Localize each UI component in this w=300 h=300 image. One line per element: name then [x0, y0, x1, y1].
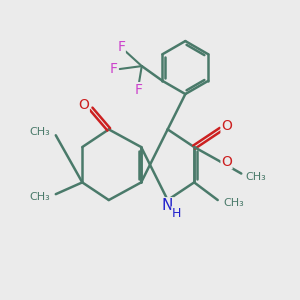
Text: O: O: [221, 155, 232, 169]
Text: CH₃: CH₃: [246, 172, 266, 182]
Text: CH₃: CH₃: [224, 198, 244, 208]
Text: F: F: [117, 40, 125, 54]
Text: CH₃: CH₃: [29, 192, 50, 202]
Text: N: N: [162, 198, 173, 213]
Text: F: F: [135, 82, 143, 97]
Text: CH₃: CH₃: [29, 127, 50, 137]
Text: H: H: [172, 207, 181, 220]
Text: F: F: [110, 62, 118, 76]
Text: O: O: [221, 119, 232, 134]
Text: O: O: [78, 98, 89, 112]
